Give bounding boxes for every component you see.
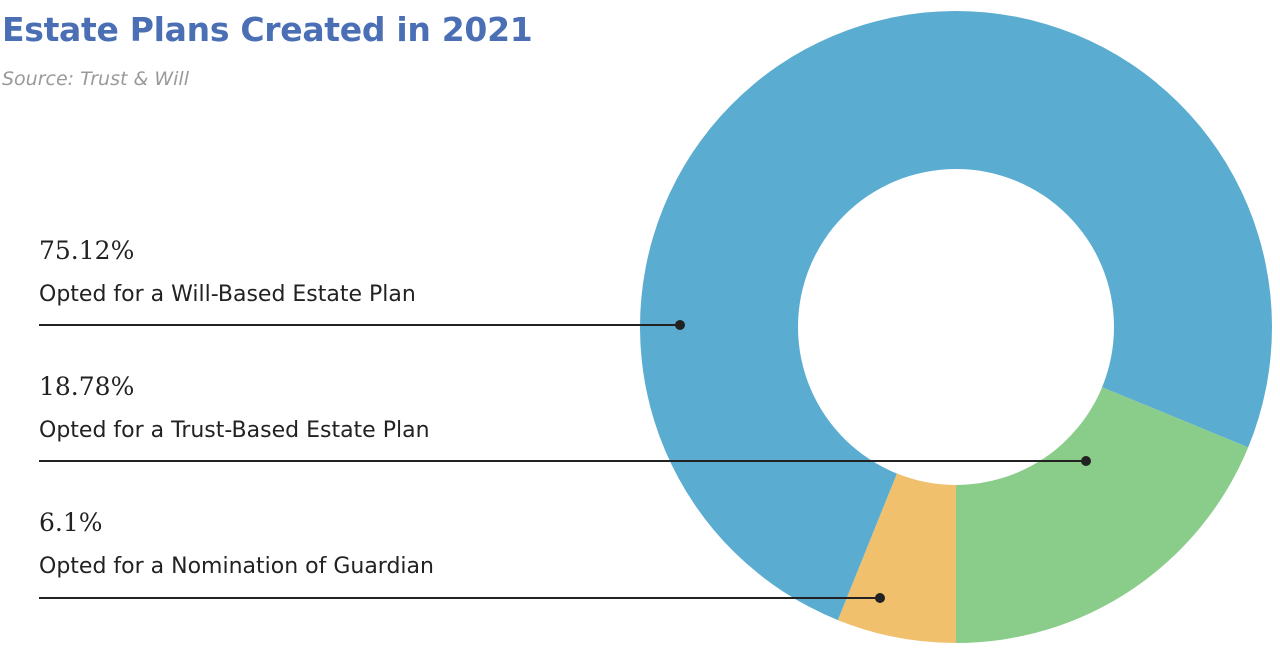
- chart-source: Source: Trust & Will: [2, 68, 189, 90]
- leader-dot-guardian: [875, 593, 885, 603]
- callout-trust: 18.78% Opted for a Trust-Based Estate Pl…: [39, 372, 430, 446]
- leader-dot-will: [675, 320, 685, 330]
- leader-dot-trust: [1081, 456, 1091, 466]
- category-label-trust: Opted for a Trust-Based Estate Plan: [39, 418, 430, 443]
- value-label-guardian: 6.1%: [39, 508, 103, 537]
- page-title: Estate Plans Created in 2021: [2, 10, 533, 49]
- slice-guardian: [837, 473, 956, 643]
- value-label-will: 75.12%: [39, 236, 135, 265]
- callout-will: 75.12% Opted for a Will-Based Estate Pla…: [39, 236, 416, 310]
- slice-trust: [956, 387, 1249, 643]
- category-label-guardian: Opted for a Nomination of Guardian: [39, 554, 434, 579]
- slice-will: [639, 10, 1273, 621]
- value-label-trust: 18.78%: [39, 372, 135, 401]
- category-label-will: Opted for a Will-Based Estate Plan: [39, 282, 416, 307]
- callout-guardian: 6.1% Opted for a Nomination of Guardian: [39, 508, 434, 582]
